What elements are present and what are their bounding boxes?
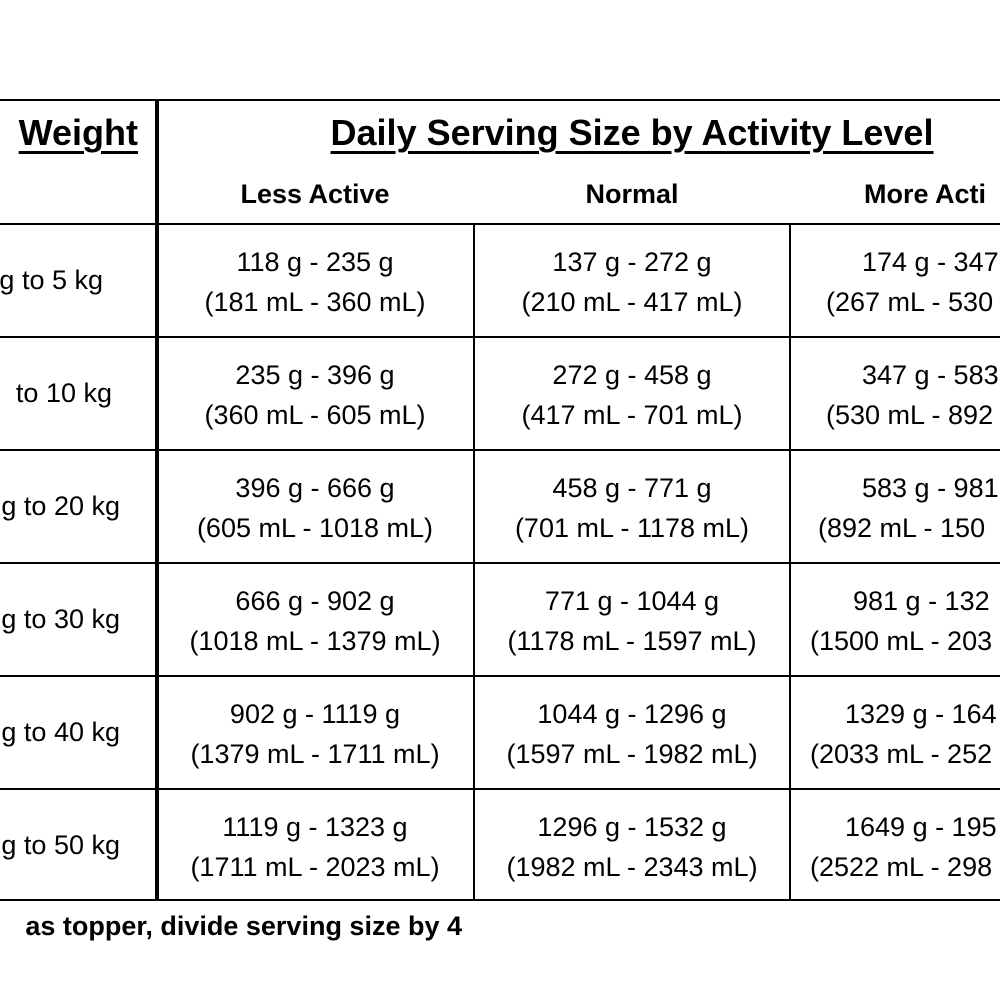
- grams-range: 1119 g - 1323 g: [222, 812, 408, 842]
- more-active-cell: 174 g - 347 (267 mL - 530: [826, 242, 999, 322]
- ml-range: (1500 mL - 203: [810, 626, 993, 656]
- grams-range: 458 g - 771 g: [552, 473, 712, 503]
- normal-cell: 771 g - 1044 g (1178 mL - 1597 mL): [507, 581, 756, 661]
- weight-range-cell: to 10 kg: [15, 378, 112, 408]
- grams-range: 1296 g - 1532 g: [537, 812, 727, 842]
- less-active-cell: 235 g - 396 g (360 mL - 605 mL): [204, 355, 425, 435]
- column-header-less-active: Less Active: [240, 179, 390, 209]
- table-top-border: [0, 99, 1000, 101]
- grams-range: 174 g - 347: [862, 247, 999, 277]
- column-header-normal: Normal: [585, 179, 679, 209]
- grams-range: 583 g - 981: [862, 473, 999, 503]
- normal-cell: 272 g - 458 g (417 mL - 701 mL): [521, 355, 742, 435]
- row-divider: [0, 675, 1000, 677]
- ml-range: (1178 mL - 1597 mL): [507, 626, 757, 656]
- ml-range: (210 mL - 417 mL): [521, 287, 743, 317]
- weight-range-cell: g to 50 kg: [1, 830, 120, 860]
- less-active-cell: 1119 g - 1323 g (1711 mL - 2023 mL): [190, 807, 439, 887]
- ml-range: (1982 mL - 2343 mL): [506, 852, 758, 882]
- ml-range: (267 mL - 530: [826, 287, 994, 317]
- grams-range: 396 g - 666 g: [235, 473, 395, 503]
- weight-range-cell: g to 20 kg: [1, 491, 120, 521]
- grams-range: 272 g - 458 g: [552, 360, 712, 390]
- ml-range: (1597 mL - 1982 mL): [506, 739, 758, 769]
- normal-cell: 1044 g - 1296 g (1597 mL - 1982 mL): [506, 694, 757, 774]
- row-divider: [0, 562, 1000, 564]
- weight-header: Weight: [18, 112, 138, 153]
- daily-serving-header: Daily Serving Size by Activity Level: [330, 112, 934, 153]
- ml-range: (2522 mL - 298: [810, 852, 993, 882]
- topper-footnote: as topper, divide serving size by 4: [25, 911, 462, 941]
- row-divider: [0, 788, 1000, 790]
- more-active-cell: 1329 g - 164 (2033 mL - 252: [810, 694, 997, 774]
- row-divider: [0, 449, 1000, 451]
- normal-cell: 458 g - 771 g (701 mL - 1178 mL): [515, 468, 749, 548]
- grams-range: 902 g - 1119 g: [229, 699, 401, 729]
- row-divider: [0, 336, 1000, 338]
- ml-range: (181 mL - 360 mL): [204, 287, 426, 317]
- column-header-more-active: More Acti: [864, 179, 987, 209]
- weight-range-cell: g to 40 kg: [1, 717, 120, 747]
- weight-range-cell: g to 5 kg: [0, 265, 103, 295]
- more-active-cell: 1649 g - 195 (2522 mL - 298: [810, 807, 997, 887]
- normal-cell: 1296 g - 1532 g (1982 mL - 2343 mL): [506, 807, 757, 887]
- grams-range: 981 g - 132: [853, 586, 990, 616]
- header-bottom-border: [0, 223, 1000, 225]
- grams-range: 235 g - 396 g: [235, 360, 395, 390]
- weight-range-cell: g to 30 kg: [1, 604, 120, 634]
- ml-range: (605 mL - 1018 mL): [196, 513, 434, 543]
- more-active-cell: 347 g - 583 (530 mL - 892: [826, 355, 999, 435]
- ml-range: (1711 mL - 2023 mL): [190, 852, 440, 882]
- grams-range: 1044 g - 1296 g: [537, 699, 727, 729]
- less-active-cell: 902 g - 1119 g (1379 mL - 1711 mL): [190, 694, 439, 774]
- ml-range: (530 mL - 892: [826, 400, 994, 430]
- ml-range: (417 mL - 701 mL): [521, 400, 743, 430]
- ml-range: (1379 mL - 1711 mL): [190, 739, 440, 769]
- ml-range: (2033 mL - 252: [810, 739, 993, 769]
- grams-range: 1329 g - 164: [845, 699, 997, 729]
- grams-range: 347 g - 583: [862, 360, 999, 390]
- column-divider: [473, 223, 475, 901]
- less-active-cell: 396 g - 666 g (605 mL - 1018 mL): [197, 468, 433, 548]
- less-active-cell: 118 g - 235 g (181 mL - 360 mL): [204, 242, 425, 322]
- ml-range: (360 mL - 605 mL): [204, 400, 426, 430]
- ml-range: (1018 mL - 1379 mL): [189, 626, 441, 656]
- less-active-cell: 666 g - 902 g (1018 mL - 1379 mL): [189, 581, 440, 661]
- grams-range: 137 g - 272 g: [552, 247, 712, 277]
- grams-range: 666 g - 902 g: [235, 586, 395, 616]
- grams-range: 1649 g - 195: [845, 812, 997, 842]
- weight-column-divider: [155, 99, 159, 901]
- column-divider: [789, 223, 791, 901]
- normal-cell: 137 g - 272 g (210 mL - 417 mL): [521, 242, 742, 322]
- table-bottom-border: [0, 899, 1000, 901]
- more-active-cell: 981 g - 132 (1500 mL - 203: [810, 581, 992, 661]
- grams-range: 118 g - 235 g: [236, 247, 394, 277]
- more-active-cell: 583 g - 981 (892 mL - 150: [818, 468, 999, 548]
- ml-range: (701 mL - 1178 mL): [514, 513, 750, 543]
- grams-range: 771 g - 1044 g: [544, 586, 720, 616]
- ml-range: (892 mL - 150: [818, 513, 986, 543]
